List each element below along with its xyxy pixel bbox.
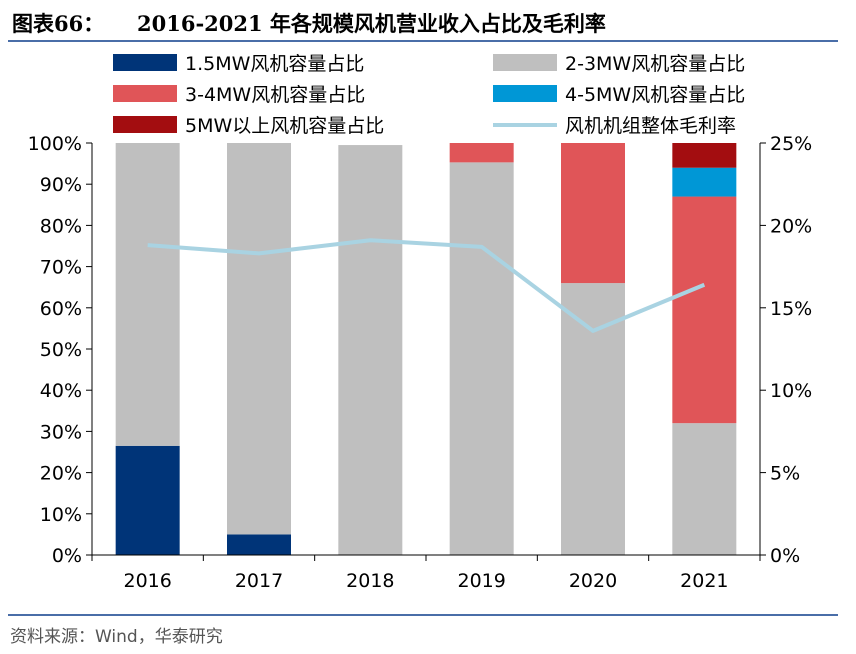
legend-swatch-3: [493, 85, 557, 102]
legend-swatch-1: [493, 54, 557, 71]
bar-2016-series-0: [115, 445, 180, 555]
bar-2017-series-0: [227, 534, 291, 555]
legend-label-1: 2-3MW风机容量占比: [565, 53, 745, 75]
title-bar: 图表66： 2016-2021 年各规模风机营业收入占比及毛利率: [8, 4, 838, 42]
legend-label-2: 3-4MW风机容量占比: [185, 84, 365, 106]
left-tick-label: 40%: [40, 380, 82, 402]
right-tick-label: 25%: [770, 133, 812, 155]
legend-swatch-0: [113, 54, 177, 71]
bar-2021-series-3: [672, 167, 737, 197]
legend-label-5: 风机机组整体毛利率: [565, 115, 736, 137]
left-tick-label: 50%: [40, 339, 82, 361]
bar-2018-series-1: [338, 145, 403, 555]
bar-2020-series-1: [561, 283, 625, 555]
left-tick-label: 20%: [40, 463, 82, 485]
bar-2019-series-1: [449, 162, 514, 555]
left-tick-label: 10%: [40, 504, 82, 526]
left-tick-label: 30%: [40, 421, 82, 443]
figure-label: 图表66：: [12, 11, 105, 36]
source-note: 资料来源：Wind，华泰研究: [10, 622, 223, 647]
bar-2021-series-4: [672, 143, 737, 168]
right-tick-label: 0%: [770, 545, 800, 567]
bar-2016-series-1: [115, 143, 180, 446]
left-tick-label: 60%: [40, 298, 82, 320]
footer-divider: [8, 614, 838, 616]
gross-margin-line: [147, 238, 706, 333]
right-tick-label: 5%: [770, 463, 800, 485]
legend-swatch-2: [113, 85, 177, 102]
right-tick-label: 20%: [770, 215, 812, 237]
bar-2019-series-2: [449, 143, 514, 163]
x-tick-label: 2016: [123, 570, 171, 592]
x-tick-label: 2021: [680, 570, 728, 592]
bar-2021-series-1: [672, 423, 737, 555]
right-tick-label: 10%: [770, 380, 812, 402]
x-tick-label: 2019: [457, 570, 505, 592]
figure-title: 2016-2021 年各规模风机营业收入占比及毛利率: [137, 11, 606, 36]
bar-2021-series-2: [672, 196, 737, 424]
stacked-bar-chart: 0% 10% 20% 30% 40% 50% 60% 70% 80% 90% 100% 0% 5% 10%…: [28, 53, 813, 592]
x-tick-label: 2018: [346, 570, 394, 592]
bar-2020-series-2: [561, 143, 625, 284]
source-text: Wind，华泰研究: [95, 627, 223, 647]
x-tick-label: 2017: [235, 570, 283, 592]
legend-swatch-4: [113, 116, 177, 133]
bar-2017-series-1: [227, 143, 291, 535]
left-tick-label: 90%: [40, 174, 82, 196]
left-tick-label: 70%: [40, 257, 82, 279]
chart-title: 图表66： 2016-2021 年各规模风机营业收入占比及毛利率: [12, 8, 606, 38]
legend-label-4: 5MW以上风机容量占比: [185, 115, 384, 137]
legend-label-0: 1.5MW风机容量占比: [185, 53, 364, 75]
left-tick-label: 80%: [40, 215, 82, 237]
right-tick-label: 15%: [770, 298, 812, 320]
left-tick-label: 0%: [52, 545, 82, 567]
left-tick-label: 100%: [28, 133, 82, 155]
source-prefix: 资料来源：: [10, 627, 95, 647]
legend-label-3: 4-5MW风机容量占比: [565, 84, 745, 106]
x-tick-label: 2020: [569, 570, 617, 592]
